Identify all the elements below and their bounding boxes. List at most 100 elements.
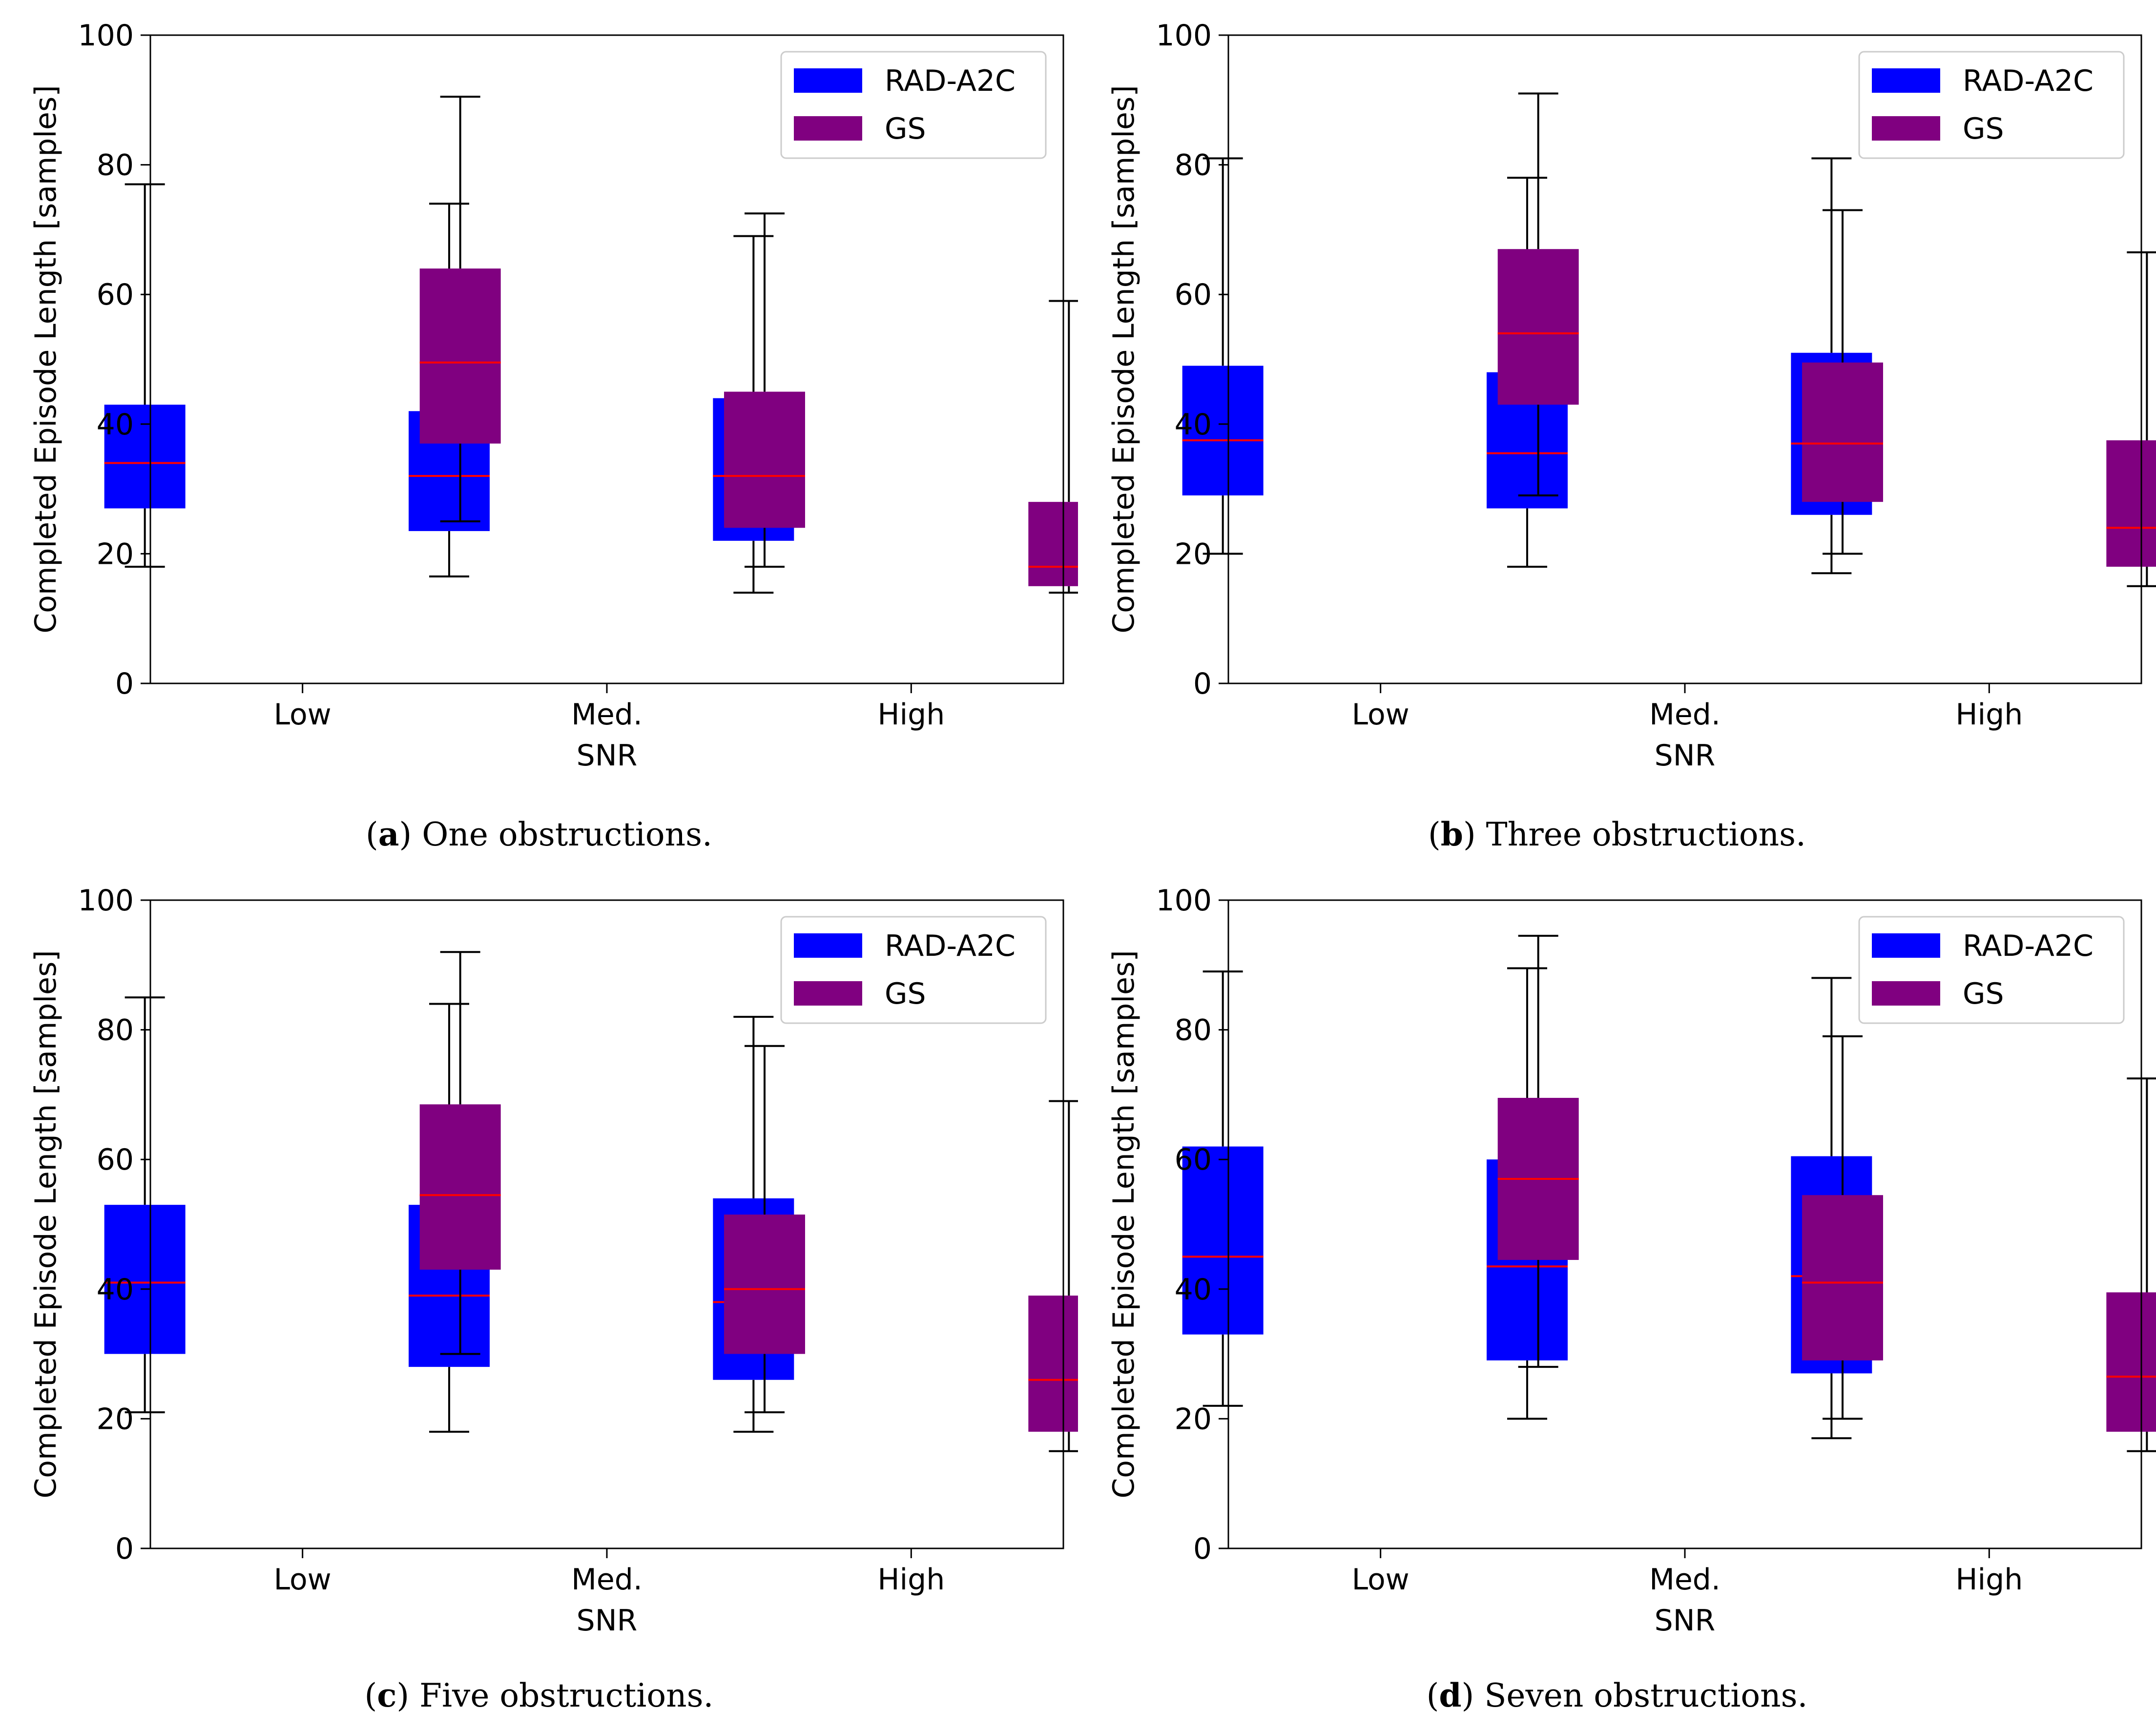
box-gs-0-iqr xyxy=(419,268,501,444)
y-axis-label: Completed Episode Length [samples] xyxy=(29,85,63,633)
box-rad-a2c-0-iqr xyxy=(104,1205,186,1354)
caption-d-letter: d xyxy=(1439,1676,1462,1714)
box-rad-a2c-0-iqr xyxy=(1182,366,1264,495)
chart-c: 0 20 40 60 80 100 Low Med. High SNR Completed Epis… xyxy=(29,884,1078,1638)
y-tick-label: 100 xyxy=(1156,19,1212,53)
chart-a: 0 20 40 60 80 100 Low Med. High SNR Completed Epis… xyxy=(29,19,1078,773)
legend-label: RAD-A2C xyxy=(1963,64,2094,98)
x-tick-label: Low xyxy=(1352,1563,1410,1597)
legend-label: GS xyxy=(1963,977,2004,1011)
legend-swatch-rad-a2c xyxy=(794,933,862,958)
x-tick-label: Med. xyxy=(571,1563,643,1597)
box-group xyxy=(104,96,1078,594)
box-group xyxy=(1182,935,2156,1452)
y-tick-label: 100 xyxy=(78,884,134,918)
caption-b: (b) Three obstructions. xyxy=(1428,815,1806,853)
chart-d: 0 20 40 60 80 100 Low Med. High SNR Completed Epis… xyxy=(1107,884,2156,1638)
x-tick-label: Med. xyxy=(571,698,643,732)
box-group xyxy=(1182,92,2156,587)
y-tick-label: 0 xyxy=(1193,667,1212,701)
y-tick-label: 0 xyxy=(115,1532,134,1566)
y-tick-label: 100 xyxy=(78,19,134,53)
box-gs-2-iqr xyxy=(1028,502,1078,586)
legend: RAD-A2C GS xyxy=(1858,51,2125,159)
legend-label: RAD-A2C xyxy=(885,64,1016,98)
y-axis-label: Completed Episode Length [samples] xyxy=(29,950,63,1498)
y-tick-label: 60 xyxy=(97,278,134,312)
legend-swatch-rad-a2c xyxy=(794,68,862,93)
y-tick-label: 20 xyxy=(97,1402,134,1436)
x-tick-label: High xyxy=(1955,1563,2023,1597)
legend-swatch-gs xyxy=(1872,116,1940,141)
y-tick-label: 100 xyxy=(1156,884,1212,918)
legend-label: GS xyxy=(885,977,926,1011)
y-tick-label: 40 xyxy=(97,1273,134,1307)
y-tick-label: 60 xyxy=(1175,1143,1212,1177)
y-tick-label: 40 xyxy=(1175,408,1212,442)
x-tick-label: High xyxy=(877,698,945,732)
box-gs-1-iqr xyxy=(724,391,805,528)
box-gs-0-iqr xyxy=(1497,249,1579,405)
panel-a: 0 20 40 60 80 100 Low Med. High SNR Completed Epis… xyxy=(0,0,1078,865)
caption-d-text: Seven obstructions. xyxy=(1474,1677,1808,1714)
x-tick-label: Med. xyxy=(1649,1563,1721,1597)
y-tick-label: 60 xyxy=(1175,278,1212,312)
legend-swatch-gs xyxy=(794,981,862,1006)
y-tick-label: 40 xyxy=(1175,1273,1212,1307)
box-gs-0-iqr xyxy=(419,1104,501,1270)
y-axis-label: Completed Episode Length [samples] xyxy=(1107,950,1141,1498)
x-tick-label: High xyxy=(877,1563,945,1597)
y-tick-label: 80 xyxy=(1175,1013,1212,1048)
legend-swatch-gs xyxy=(1872,981,1940,1006)
y-tick-label: 40 xyxy=(97,408,134,442)
box-gs-1-iqr xyxy=(1802,1195,1883,1360)
box-gs-2-iqr xyxy=(2106,440,2156,567)
x-axis-label: SNR xyxy=(577,739,638,773)
y-tick-label: 80 xyxy=(1175,148,1212,183)
box-rad-a2c-0-iqr xyxy=(104,404,186,509)
y-tick-label: 20 xyxy=(1175,537,1212,571)
caption-a-text: One obstructions. xyxy=(412,816,713,853)
x-axis-label: SNR xyxy=(1655,1604,1716,1638)
caption-b-letter: b xyxy=(1440,815,1463,853)
panel-c: 0 20 40 60 80 100 Low Med. High SNR Completed Epis… xyxy=(0,865,1078,1730)
legend: RAD-A2C GS xyxy=(780,51,1047,159)
caption-a: (a) One obstructions. xyxy=(365,815,713,853)
box-gs-2-iqr xyxy=(2106,1292,2156,1432)
y-tick-label: 60 xyxy=(97,1143,134,1177)
caption-b-text: Three obstructions. xyxy=(1475,816,1806,853)
y-tick-label: 20 xyxy=(97,537,134,571)
y-tick-label: 80 xyxy=(97,1013,134,1048)
legend-label: RAD-A2C xyxy=(885,929,1016,963)
legend-swatch-gs xyxy=(794,116,862,141)
legend-label: GS xyxy=(1963,112,2004,146)
legend-swatch-rad-a2c xyxy=(1872,68,1940,93)
caption-c-text: Five obstructions. xyxy=(409,1677,714,1714)
x-tick-label: Low xyxy=(274,1563,332,1597)
caption-c-letter: c xyxy=(377,1676,397,1714)
y-tick-label: 0 xyxy=(115,667,134,701)
caption-a-letter: a xyxy=(378,815,399,853)
legend-swatch-rad-a2c xyxy=(1872,933,1940,958)
panel-d: 0 20 40 60 80 100 Low Med. High SNR Completed Epis… xyxy=(1078,865,2156,1730)
chart-b: 0 20 40 60 80 100 Low Med. High SNR Completed Epis… xyxy=(1107,19,2156,773)
caption-d: (d) Seven obstructions. xyxy=(1426,1676,1808,1714)
box-rad-a2c-0-iqr xyxy=(1182,1146,1264,1335)
y-tick-label: 20 xyxy=(1175,1402,1212,1436)
caption-c: (c) Five obstructions. xyxy=(364,1676,714,1714)
legend-label: GS xyxy=(885,112,926,146)
x-tick-label: Low xyxy=(274,698,332,732)
box-group xyxy=(104,951,1078,1452)
panel-b: 0 20 40 60 80 100 Low Med. High SNR Completed Epis… xyxy=(1078,0,2156,865)
x-tick-label: High xyxy=(1955,698,2023,732)
legend: RAD-A2C GS xyxy=(780,916,1047,1024)
x-tick-label: Med. xyxy=(1649,698,1721,732)
box-gs-2-iqr xyxy=(1028,1296,1078,1432)
y-tick-label: 80 xyxy=(97,148,134,183)
box-gs-1-iqr xyxy=(724,1215,805,1354)
y-axis-label: Completed Episode Length [samples] xyxy=(1107,85,1141,633)
legend-label: RAD-A2C xyxy=(1963,929,2094,963)
x-tick-label: Low xyxy=(1352,698,1410,732)
y-tick-label: 0 xyxy=(1193,1532,1212,1566)
